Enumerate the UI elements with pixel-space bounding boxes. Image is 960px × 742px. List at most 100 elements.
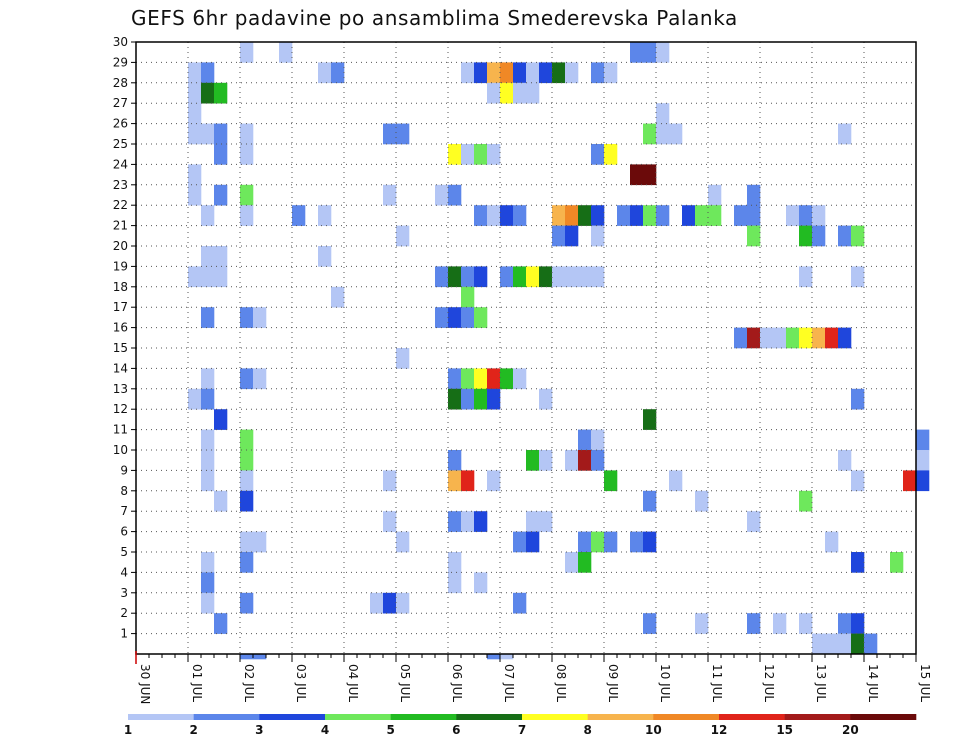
heat-cell <box>201 552 215 573</box>
y-tick-label: 17 <box>113 300 128 314</box>
colorbar-swatch <box>128 714 194 720</box>
y-tick-label: 18 <box>113 280 128 294</box>
heat-cell <box>773 613 787 634</box>
x-tick-label: 15 JUL <box>918 664 932 702</box>
heat-cell <box>578 531 592 553</box>
heat-cell <box>201 205 215 226</box>
heat-cell <box>539 388 553 410</box>
x-tick-label: 06 JUL <box>450 664 464 702</box>
heat-cell <box>487 654 501 660</box>
heat-cell <box>643 123 657 145</box>
heat-cell <box>500 654 514 660</box>
heat-cell <box>214 490 228 512</box>
heat-cell <box>474 368 488 390</box>
y-axis: 1234567891011121314151617181920212223242… <box>113 35 136 641</box>
x-tick-label: 05 JUL <box>398 664 412 702</box>
heat-cell <box>513 368 527 390</box>
heat-cell <box>214 123 228 145</box>
heat-cell <box>214 144 228 165</box>
heat-cell <box>188 82 202 104</box>
colorbar-label: 4 <box>321 723 329 737</box>
heat-cell <box>838 225 852 247</box>
heat-cell <box>383 592 397 614</box>
colorbar-swatch <box>784 714 851 720</box>
heat-cell <box>747 613 761 634</box>
heat-cell <box>565 205 579 226</box>
heat-cell <box>500 82 514 104</box>
heat-cell <box>643 164 657 186</box>
heat-cell <box>526 62 540 84</box>
colorbar-swatch <box>522 714 588 720</box>
grid-lines <box>136 41 916 654</box>
colorbar-label: 12 <box>711 723 728 737</box>
heat-cell <box>786 205 800 226</box>
heat-cell <box>448 388 462 410</box>
heat-cell <box>682 205 696 226</box>
heat-cell <box>669 123 683 145</box>
heat-cell <box>240 592 254 614</box>
heat-cell <box>747 205 761 226</box>
heat-cell <box>552 225 566 247</box>
heat-cell <box>539 62 553 84</box>
heat-cell <box>201 368 215 390</box>
heat-cell <box>500 205 514 226</box>
y-tick-label: 24 <box>113 157 128 171</box>
colorbar-swatch <box>259 714 326 720</box>
y-tick-label: 21 <box>113 219 128 233</box>
heat-cell <box>851 470 865 492</box>
heat-cell <box>318 205 332 226</box>
heat-cell <box>760 327 774 349</box>
heat-cell <box>435 307 449 328</box>
heat-cell <box>474 388 488 410</box>
heat-cell <box>643 490 657 512</box>
colorbar-swatch <box>719 714 785 720</box>
heat-cell <box>487 62 501 84</box>
heat-cell <box>448 470 462 492</box>
heat-cell <box>565 266 579 288</box>
y-tick-label: 5 <box>120 545 128 559</box>
heat-cell <box>851 613 865 634</box>
heat-cell <box>201 470 215 492</box>
y-tick-label: 1 <box>120 627 128 641</box>
heat-cell <box>526 266 540 288</box>
heat-cell <box>812 327 826 349</box>
heat-cell <box>214 409 228 430</box>
heat-cell <box>474 62 488 84</box>
colorbar: 1 2 3 4 5 6 7 8 10 12 15 20 <box>124 714 917 737</box>
heat-cell <box>448 144 462 165</box>
colorbar-swatch <box>587 714 654 720</box>
heat-cell <box>461 286 475 308</box>
heat-cell <box>448 184 462 206</box>
y-tick-label: 10 <box>113 443 128 457</box>
heat-cell <box>461 62 475 84</box>
heat-cell <box>591 62 605 84</box>
heat-cell <box>188 266 202 288</box>
heat-cell <box>396 531 410 553</box>
heat-cell <box>240 205 254 226</box>
y-tick-label: 30 <box>113 35 128 49</box>
heat-cell <box>552 205 566 226</box>
y-tick-label: 28 <box>113 76 128 90</box>
x-axis: 30 JUN 01 JUL 02 JUL 03 JUL 04 JUL 05 JUL 06 J… <box>135 651 932 704</box>
heat-cell <box>630 42 644 63</box>
y-tick-label: 2 <box>120 606 128 620</box>
heat-cell <box>851 552 865 573</box>
heat-cell <box>253 531 267 553</box>
heat-cell <box>435 266 449 288</box>
y-tick-label: 25 <box>113 137 128 151</box>
heat-cell <box>578 266 592 288</box>
heat-cell <box>604 470 618 492</box>
heat-cell <box>474 205 488 226</box>
heat-cell <box>799 613 813 634</box>
heat-cell <box>734 327 748 349</box>
heat-cell <box>539 266 553 288</box>
x-tick-label: 13 JUL <box>814 664 828 702</box>
heat-cell <box>448 572 462 594</box>
heat-cell <box>318 246 332 267</box>
heat-cell <box>591 450 605 471</box>
y-tick-label: 8 <box>120 484 128 498</box>
heat-cell <box>708 205 722 226</box>
heat-cell <box>331 286 345 308</box>
heat-cell <box>669 470 683 492</box>
